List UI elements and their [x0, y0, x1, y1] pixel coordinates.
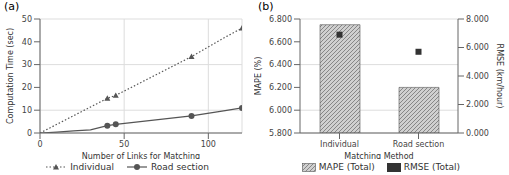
svg-text:0.000: 0.000: [466, 129, 489, 138]
svg-text:50: 50: [22, 15, 32, 24]
svg-text:6.800: 6.800: [269, 15, 292, 24]
svg-text:0: 0: [37, 140, 42, 149]
html-text:(b): (b): [258, 0, 274, 13]
svg-text:5.800: 5.800: [269, 129, 292, 138]
svg-text:0: 0: [27, 129, 32, 138]
svg-text:2.000: 2.000: [466, 100, 489, 109]
svg-text:Computation Time (sec): Computation Time (sec): [6, 28, 15, 124]
svg-text:30: 30: [22, 60, 32, 69]
svg-text:8.000: 8.000: [466, 15, 489, 24]
html-text:(a): (a): [4, 0, 20, 13]
html-text:Road section: Road section: [151, 162, 209, 172]
svg-text:6.000: 6.000: [269, 106, 292, 115]
svg-text:Number of Links for Matching: Number of Links for Matching: [82, 152, 200, 159]
html-text:MAPE (Total): MAPE (Total): [318, 162, 375, 172]
svg-text:6.200: 6.200: [269, 83, 292, 92]
svg-text:10: 10: [22, 106, 32, 115]
svg-text:20: 20: [22, 83, 32, 92]
svg-text:6.400: 6.400: [269, 60, 292, 69]
svg-text:100: 100: [201, 140, 216, 149]
svg-text:Individual: Individual: [320, 140, 359, 149]
html-text:RMSE (Total): RMSE (Total): [403, 162, 461, 172]
svg-text:6.600: 6.600: [269, 38, 292, 47]
svg-text:Road section: Road section: [393, 140, 444, 149]
svg-text:50: 50: [119, 140, 129, 149]
svg-text:RMSE (km/hour): RMSE (km/hour): [495, 44, 504, 109]
html-text:Individual: Individual: [70, 162, 114, 172]
svg-text:40: 40: [22, 38, 32, 47]
svg-text:4.000: 4.000: [466, 72, 489, 81]
svg-text:MAPE (%): MAPE (%): [254, 57, 263, 96]
svg-text:6.000: 6.000: [466, 43, 489, 52]
svg-text:Matching Method: Matching Method: [344, 152, 413, 159]
